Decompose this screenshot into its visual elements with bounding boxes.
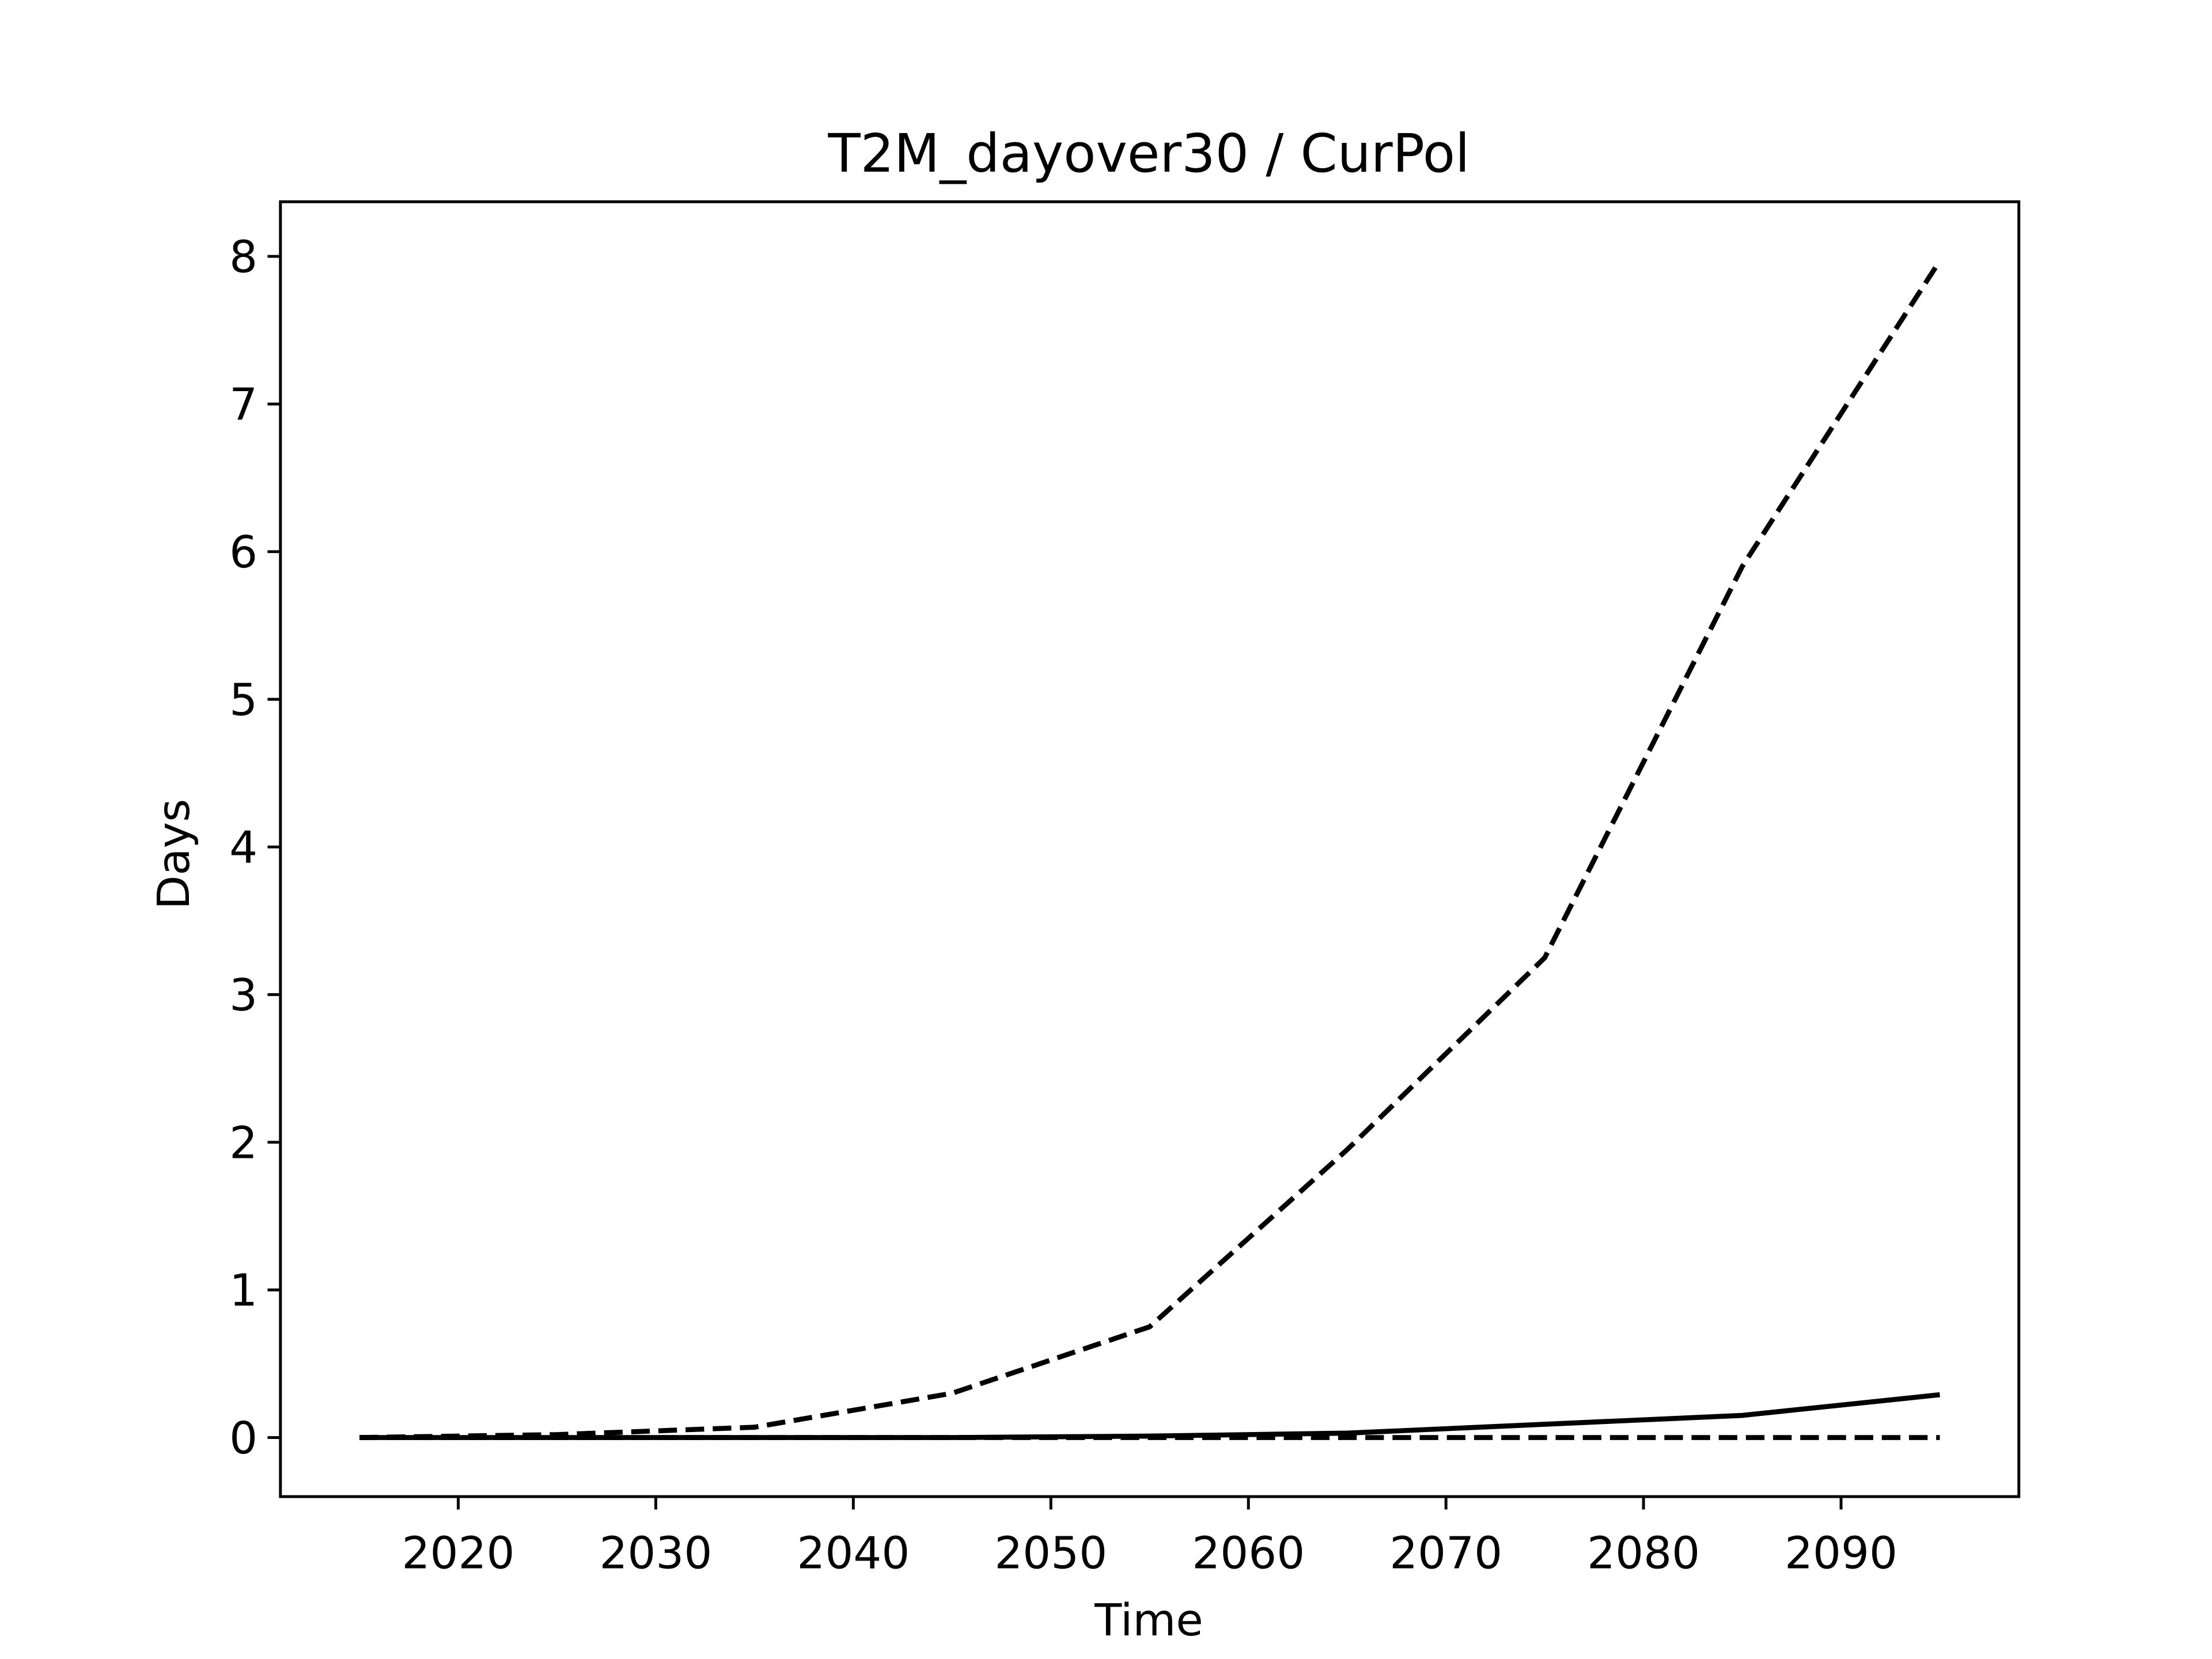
y-tick-label: 3: [229, 970, 257, 1021]
y-tick-label: 4: [229, 823, 257, 874]
x-tick-label: 2070: [1389, 1528, 1502, 1579]
x-tick-label: 2090: [1785, 1528, 1897, 1579]
y-tick-label: 8: [229, 232, 257, 283]
line-series: [359, 259, 1942, 1440]
x-tick-label: 2030: [599, 1528, 712, 1579]
y-tick-label: 2: [229, 1118, 257, 1169]
y-tick-label: 1: [229, 1266, 257, 1317]
x-axis-label: Time: [1094, 1595, 1203, 1646]
y-tick-label: 6: [229, 527, 257, 578]
y-tick-label: 0: [229, 1413, 257, 1464]
x-tick-label: 2050: [994, 1528, 1107, 1579]
y-tick-label: 5: [229, 675, 257, 726]
x-tick-label: 2080: [1587, 1528, 1700, 1579]
x-tick-label: 2040: [797, 1528, 910, 1579]
x-tick-label: 2060: [1192, 1528, 1305, 1579]
y-tick-label: 7: [229, 380, 257, 431]
plot-frame: [279, 200, 2021, 1498]
x-tick-label: 2020: [402, 1528, 515, 1579]
y-axis-label: Days: [149, 799, 200, 910]
chart-title: T2M_dayover30 / CurPol: [827, 123, 1469, 184]
